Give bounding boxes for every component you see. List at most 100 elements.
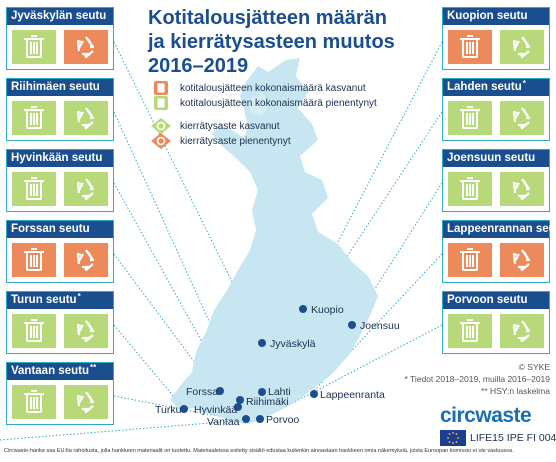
- city-marker-turku: [180, 405, 188, 413]
- region-name: Kuopion seutu: [447, 10, 528, 22]
- title-line-2: ja kierrätysasteen muutos: [148, 31, 395, 53]
- city-marker-porvoo: [256, 415, 264, 423]
- funding-disclaimer: Circwaste-hanke saa EU:lta rahoitusta, j…: [4, 448, 514, 454]
- city-marker-lahti: [258, 388, 266, 396]
- waste-amount-icon: [12, 243, 56, 277]
- recycling-rate-icon: [500, 243, 544, 277]
- region-panel-porvoo: Porvoon seutu: [442, 291, 550, 354]
- region-header: Lahden seutu*: [443, 79, 549, 96]
- city-label-turku: Turku: [155, 404, 182, 416]
- city-marker-kuopio: [299, 305, 307, 313]
- region-name: Turun seutu: [11, 294, 77, 306]
- recycling-rate-icon: [500, 30, 544, 64]
- waste-amount-icon: [448, 243, 492, 277]
- title-line-1: Kotitalousjätteen määrän: [148, 7, 387, 29]
- region-name: Vantaan seutu: [11, 365, 89, 377]
- region-header: Hyvinkään seutu: [7, 150, 113, 167]
- recycling-rate-icon: [64, 172, 108, 206]
- recycling-rate-icon: [64, 243, 108, 277]
- city-marker-vantaa: [242, 415, 250, 423]
- region-header: Kuopion seutu: [443, 8, 549, 25]
- footnote-star2: ** HSY:n laskelma: [481, 386, 550, 396]
- region-note: *: [522, 79, 526, 88]
- legend-recycling-increased-label: kierrätysaste kasvanut: [180, 121, 280, 132]
- bin-icon-green: [154, 96, 168, 110]
- recycling-rate-icon: [64, 385, 108, 419]
- region-name: Porvoon seutu: [447, 294, 528, 306]
- region-name: Riihimäen seutu: [11, 81, 100, 93]
- title-line-3: 2016–2019: [148, 55, 249, 77]
- region-header: Forssan seutu: [7, 221, 113, 238]
- city-label-lappeenranta: Lappeenranta: [320, 389, 385, 401]
- region-note: **: [89, 363, 97, 372]
- waste-amount-icon: [448, 314, 492, 348]
- region-name: Joensuun seutu: [447, 152, 536, 164]
- recycling-rate-icon: [500, 314, 544, 348]
- region-name: Lappeenrannan seutu: [447, 223, 556, 235]
- recycling-rate-icon: [500, 172, 544, 206]
- city-label-vantaa: Vantaa: [207, 416, 240, 428]
- region-header: Jyväskylän seutu: [7, 8, 113, 25]
- region-name: Lahden seutu: [447, 81, 522, 93]
- recycle-icon-green: [151, 118, 171, 134]
- waste-amount-icon: [12, 30, 56, 64]
- city-label-joensuu: Joensuu: [360, 320, 400, 332]
- eu-flag-icon: [440, 430, 466, 446]
- map-title: Kotitalousjätteen määrän ja kierrätysast…: [148, 6, 395, 78]
- city-marker-forssa: [216, 387, 224, 395]
- life-project-code: LIFE15 IPE FI 004: [470, 432, 556, 444]
- city-label-porvoo: Porvoo: [266, 414, 300, 426]
- region-panel-hyvinkaa: Hyvinkään seutu: [6, 149, 114, 212]
- waste-amount-icon: [12, 101, 56, 135]
- waste-amount-icon: [448, 101, 492, 135]
- recycle-icon-orange: [151, 133, 171, 149]
- region-name: Forssan seutu: [11, 223, 90, 235]
- bin-icon-orange: [154, 81, 168, 95]
- city-label-hyvinkaa: Hyvinkää: [194, 404, 238, 416]
- recycling-rate-icon: [64, 314, 108, 348]
- region-name: Jyväskylän seutu: [11, 10, 107, 22]
- legend-waste-decreased-label: kotitalousjätteen kokonaismäärä pienenty…: [180, 98, 377, 109]
- region-panel-joensuu: Joensuun seutu: [442, 149, 550, 212]
- recycling-rate-icon: [64, 30, 108, 64]
- region-name: Hyvinkään seutu: [11, 152, 103, 164]
- city-marker-lappeenranta: [310, 390, 318, 398]
- city-label-lahti: Lahti: [268, 386, 291, 398]
- recycling-rate-icon: [64, 101, 108, 135]
- region-panel-turku: Turun seutu*: [6, 291, 114, 354]
- city-marker-riihimaki: [236, 396, 244, 404]
- waste-amount-icon: [448, 172, 492, 206]
- city-label-forssa: Forssa: [186, 386, 219, 398]
- footnote-star1: * Tiedot 2018–2019, muilla 2016–2019: [404, 374, 550, 384]
- region-panel-jyvaskyla: Jyväskylän seutu: [6, 7, 114, 70]
- region-header: Turun seutu*: [7, 292, 113, 309]
- region-header: Vantaan seutu**: [7, 363, 113, 380]
- city-label-kuopio: Kuopio: [311, 304, 344, 316]
- source-note: © SYKE: [518, 362, 550, 372]
- region-header: Riihimäen seutu: [7, 79, 113, 96]
- region-header: Lappeenrannan seutu: [443, 221, 556, 238]
- waste-amount-icon: [448, 30, 492, 64]
- waste-amount-icon: [12, 314, 56, 348]
- waste-amount-icon: [12, 385, 56, 419]
- circwaste-logo: circwaste: [440, 404, 532, 427]
- region-header: Porvoon seutu: [443, 292, 549, 309]
- city-label-riihimaki: Riihimäki: [246, 396, 289, 408]
- region-panel-lappeenranta: Lappeenrannan seutu: [442, 220, 556, 283]
- region-panel-riihimaki: Riihimäen seutu: [6, 78, 114, 141]
- city-marker-joensuu: [348, 321, 356, 329]
- region-note: *: [77, 292, 81, 301]
- region-panel-lahti: Lahden seutu*: [442, 78, 550, 141]
- city-label-jyvaskyla: Jyväskylä: [270, 338, 316, 350]
- region-header: Joensuun seutu: [443, 150, 549, 167]
- waste-amount-icon: [12, 172, 56, 206]
- legend-waste-increased-label: kotitalousjätteen kokonaismäärä kasvanut: [180, 83, 366, 94]
- recycling-rate-icon: [500, 101, 544, 135]
- region-panel-vantaa: Vantaan seutu**: [6, 362, 114, 425]
- city-marker-hyvinkaa: [234, 403, 242, 411]
- city-marker-jyvaskyla: [258, 339, 266, 347]
- region-panel-kuopio: Kuopion seutu: [442, 7, 550, 70]
- legend-recycling-decreased-label: kierrätysaste pienentynyt: [180, 136, 291, 147]
- region-panel-forssa: Forssan seutu: [6, 220, 114, 283]
